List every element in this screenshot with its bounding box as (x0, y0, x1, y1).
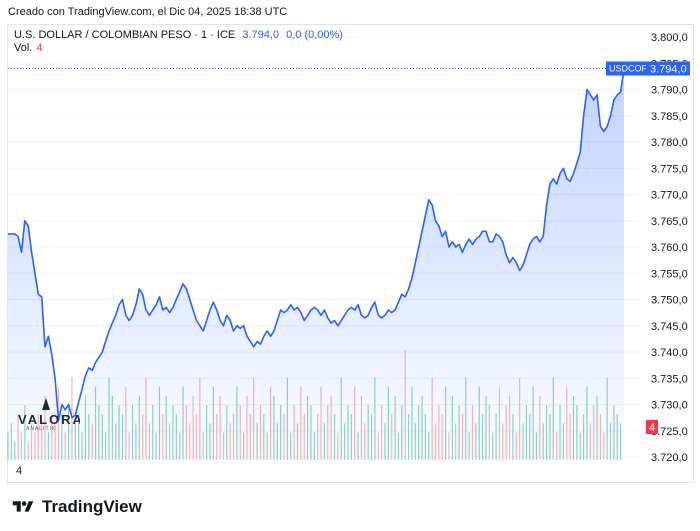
y-tick-label: 3.745,0 (651, 321, 688, 333)
y-tick-label: 3.725,0 (651, 426, 688, 438)
y-tick-label: 3.755,0 (651, 268, 688, 280)
y-tick-label: 3.740,0 (651, 347, 688, 359)
tradingview-logo-icon (12, 501, 34, 512)
price-tag-value: 3.794,0 (650, 64, 687, 76)
footer-brand: TradingView (42, 497, 142, 516)
volume-legend: Vol. 4 (14, 42, 42, 54)
y-tick-label: 3.735,0 (651, 373, 688, 385)
y-tick-label: 3.800,0 (651, 32, 688, 44)
volume-tag: 4 (646, 420, 658, 434)
y-tick-label: 3.775,0 (651, 163, 688, 175)
volume-tag-value: 4 (649, 422, 655, 434)
last-price: 3.794,0 (242, 29, 280, 41)
y-tick-label: 3.785,0 (651, 111, 688, 123)
y-tick-label: 3.770,0 (651, 190, 688, 202)
volume-label: Vol. (14, 42, 33, 54)
y-tick-label: 3.765,0 (651, 216, 688, 228)
symbol-legend: U.S. DOLLAR / COLOMBIAN PESO · 1 · ICE 3… (14, 28, 343, 42)
y-tick-label: 3.780,0 (651, 137, 688, 149)
y-tick-label: 3.720,0 (651, 452, 688, 464)
watermark-sub: ANALITIK (26, 426, 56, 432)
valora-watermark: VALORA ANALITIK (18, 398, 80, 432)
bottom-left-label: 4 (16, 465, 22, 477)
price-tag: USDCOP 3.794,0 (606, 61, 690, 76)
y-axis: 3.800,03.795,03.790,03.785,03.780,03.775… (651, 32, 688, 464)
volume-value: 4 (36, 42, 43, 54)
price-area (8, 68, 624, 460)
y-tick-label: 3.760,0 (651, 242, 688, 254)
y-tick-label: 3.790,0 (651, 85, 688, 97)
watermark-text: VALORA (18, 412, 80, 427)
tradingview-footer[interactable]: TradingView (10, 497, 142, 517)
price-tag-ticker: USDCOP (609, 64, 648, 74)
chart-frame (7, 24, 694, 483)
y-tick-label: 3.750,0 (651, 295, 688, 307)
price-line (8, 68, 625, 422)
symbol-title: U.S. DOLLAR / COLOMBIAN PESO · 1 · ICE (14, 29, 236, 41)
price-change: 0,0 (0,00%) (286, 29, 343, 41)
created-caption: Creado con TradingView.com, el Dic 04, 2… (8, 6, 288, 18)
y-tick-label: 3.730,0 (651, 400, 688, 412)
